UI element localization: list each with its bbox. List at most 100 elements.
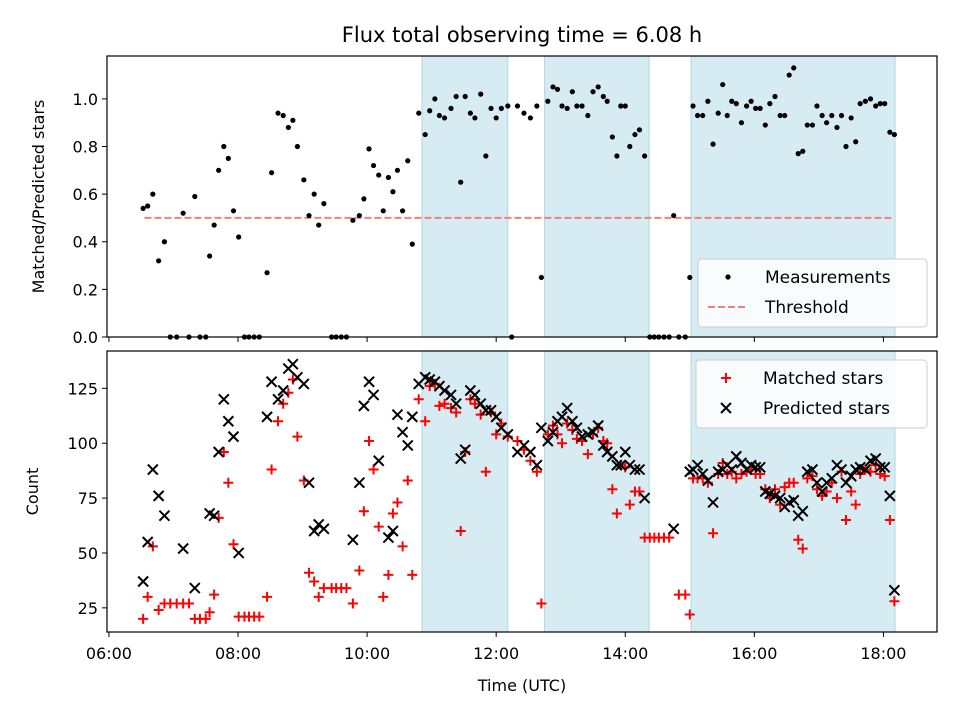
predicted-star-point (367, 389, 380, 401)
measurement-point (416, 110, 422, 116)
measurement-point (409, 241, 415, 247)
measurement-point (700, 112, 706, 119)
matched-star-point (204, 607, 215, 618)
measurement-point (887, 129, 893, 135)
measurement-point (862, 98, 868, 104)
predicted-star-point (474, 397, 487, 410)
measurement-point (604, 98, 610, 104)
measurement-point (786, 72, 792, 78)
measurement-point (804, 122, 810, 128)
matched-star-point (313, 591, 324, 602)
measurement-point (809, 122, 816, 128)
y-tick-label-ratio: 0.6 (73, 185, 98, 204)
measurement-point (720, 81, 726, 88)
matched-star-point (153, 605, 164, 616)
predicted-star-point (459, 444, 471, 456)
predicted-star-point (480, 404, 492, 416)
predicted-star-point (735, 457, 748, 469)
measurement-point (268, 170, 275, 176)
measurement-point (642, 153, 648, 159)
measurement-point (230, 208, 237, 214)
measurement-point (422, 131, 428, 138)
matched-star-point (420, 416, 431, 427)
legend-marker-measurements (725, 274, 731, 280)
matched-star-point (200, 613, 211, 624)
measurement-point (762, 122, 768, 128)
measurement-point (505, 103, 511, 109)
measurement-point (453, 93, 459, 100)
matched-star-point (254, 611, 265, 622)
measurement-point (574, 103, 580, 109)
predicted-star-point (840, 477, 852, 489)
measurement-point (595, 84, 601, 90)
matched-star-point (797, 543, 808, 554)
measurement-point (814, 103, 820, 109)
predicted-star-point (222, 415, 235, 427)
measurement-point (724, 112, 730, 119)
predicted-star-point (387, 525, 399, 537)
matched-star-point (373, 521, 384, 532)
measurement-point (370, 162, 377, 169)
y-tick-label-ratio: 1.0 (73, 90, 98, 109)
matched-star-point (788, 477, 799, 488)
measurement-point (478, 91, 484, 97)
predicted-star-point (811, 477, 823, 489)
predicted-star-point (406, 411, 418, 423)
measurement-point (458, 179, 464, 185)
measurement-point (600, 93, 606, 100)
measurement-point (534, 103, 540, 109)
matched-star-point (793, 534, 804, 545)
measurement-point (145, 203, 151, 209)
matched-star-point (602, 438, 613, 449)
chart-title: Flux total observing time = 6.08 h (342, 23, 702, 47)
matched-star-point (354, 565, 365, 576)
measurement-point (216, 167, 222, 173)
predicted-star-point (845, 470, 857, 482)
measurement-point (405, 158, 411, 164)
measurement-point (301, 177, 307, 183)
predicted-star-point (382, 531, 395, 544)
measurement-point (632, 131, 638, 138)
x-tick-label: 08:00 (215, 644, 261, 663)
x-tick-label: 06:00 (86, 644, 132, 663)
x-axis-label: Time (UTC) (477, 676, 566, 695)
measurement-point (436, 112, 442, 119)
measurement-point (800, 148, 806, 154)
predicted-star-point (502, 428, 514, 441)
matched-star-point (223, 477, 234, 488)
measurement-point (488, 105, 494, 111)
predicted-star-point (535, 422, 548, 434)
legend-box (697, 258, 928, 328)
predicted-star-point (884, 490, 896, 502)
measurement-point (493, 115, 499, 121)
measurement-point (782, 112, 788, 119)
matched-star-point (582, 449, 593, 460)
measurement-point (857, 101, 863, 107)
measurement-point (694, 112, 701, 119)
matched-star-point (358, 506, 369, 517)
matched-star-point (684, 609, 695, 620)
matched-star-point (387, 508, 398, 519)
predicted-star-point (347, 534, 359, 546)
matched-star-point (611, 508, 622, 519)
measurement-point (550, 84, 556, 90)
measurement-point (225, 155, 231, 161)
matched-star-point (368, 464, 379, 475)
matched-star-point (557, 438, 568, 449)
shaded-interval-count-0 (421, 350, 509, 633)
predicted-star-point (749, 461, 762, 474)
measurement-point (527, 115, 533, 121)
y-tick-label-count: 25 (78, 599, 98, 618)
measurement-point (432, 96, 438, 102)
measurement-point (873, 103, 879, 109)
predicted-star-point (806, 463, 819, 476)
predicted-star-point (402, 439, 414, 452)
matched-star-point (624, 499, 635, 510)
predicted-star-point (318, 523, 330, 535)
measurement-point (545, 98, 551, 104)
predicted-star-point (363, 376, 375, 388)
predicted-star-point (606, 450, 619, 463)
measurement-point (192, 193, 198, 200)
matched-star-point (273, 416, 284, 427)
